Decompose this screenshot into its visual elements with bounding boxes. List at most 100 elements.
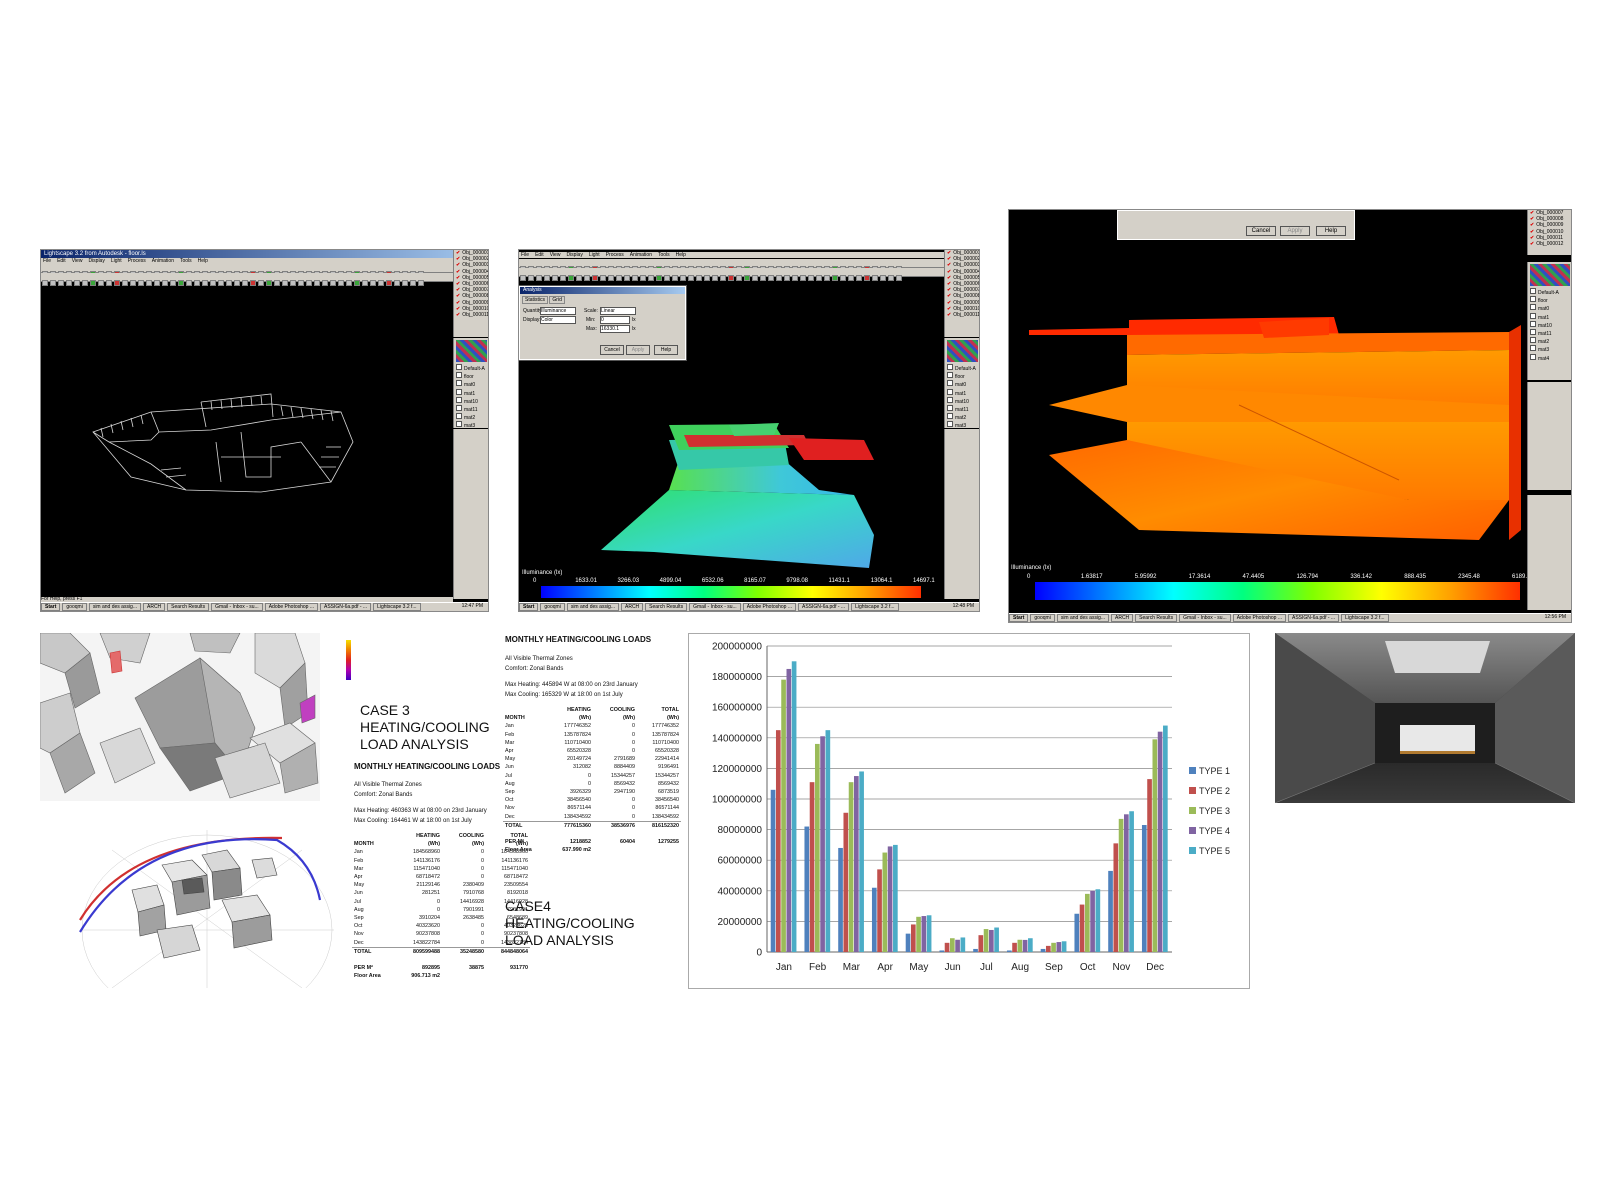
toolbar-button[interactable] xyxy=(736,275,742,281)
toolbar-button[interactable] xyxy=(888,275,894,281)
check-icon[interactable]: ✔ xyxy=(947,287,952,294)
toolbar-button[interactable] xyxy=(520,275,526,281)
toolbar-button[interactable] xyxy=(50,280,56,286)
toolbar-button[interactable] xyxy=(656,275,662,281)
toolbar-button[interactable] xyxy=(592,275,598,281)
taskbar-item[interactable]: ARCH xyxy=(143,603,166,611)
toolbar-button[interactable] xyxy=(66,280,72,286)
toolbar-button[interactable] xyxy=(800,275,806,281)
toolbar-button[interactable] xyxy=(218,280,224,286)
taskbar-item[interactable]: Lightscape 3.2 f... xyxy=(851,603,899,611)
toolbar-button[interactable] xyxy=(896,275,902,281)
toolbar-button[interactable] xyxy=(568,275,574,281)
taskbar[interactable]: Start gooqmi sim and des assig... ARCH Searc… xyxy=(519,602,979,611)
checkbox[interactable] xyxy=(1530,337,1536,344)
toolbar-button[interactable] xyxy=(186,280,192,286)
toolbar-button[interactable] xyxy=(712,275,718,281)
toolbar-button[interactable] xyxy=(354,280,360,286)
check-icon[interactable]: ✔ xyxy=(1530,222,1535,229)
list-item[interactable]: Default-A xyxy=(1528,288,1571,296)
toolbar-button[interactable] xyxy=(410,280,416,286)
toolbar-button[interactable] xyxy=(680,275,686,281)
toolbar-button[interactable] xyxy=(74,280,80,286)
check-icon[interactable]: ✔ xyxy=(456,281,461,288)
toolbar-button[interactable] xyxy=(258,280,264,286)
check-icon[interactable]: ✔ xyxy=(947,274,952,281)
list-item[interactable]: mat2 xyxy=(945,413,979,421)
checkbox[interactable] xyxy=(947,364,953,370)
list-item[interactable]: ✔ Obj_000010 xyxy=(1528,228,1571,235)
taskbar-item[interactable]: Gmail - Inbox - su... xyxy=(211,603,263,611)
list-item[interactable]: ✔ Obj_000005 xyxy=(945,274,979,281)
checkbox[interactable] xyxy=(456,396,462,403)
list-item[interactable]: ✔ Obj_000003 xyxy=(454,262,488,269)
toolbar-button[interactable] xyxy=(42,280,48,286)
taskbar-item[interactable]: Adobe Photoshop ... xyxy=(264,603,319,611)
menu-item[interactable]: Edit xyxy=(57,258,66,264)
check-icon[interactable]: ✔ xyxy=(947,281,952,288)
cancel-button[interactable]: Cancel xyxy=(600,345,624,355)
toolbar-button[interactable] xyxy=(864,275,870,281)
list-item[interactable]: ✔ Obj_000002 xyxy=(454,256,488,262)
toolbar-button[interactable] xyxy=(720,275,726,281)
menu-item[interactable]: View xyxy=(549,252,561,258)
object-panel[interactable]: ✔ Obj_000001 ✔ Obj_000002 ✔ Obj_000003 ✔ Obj_00… xyxy=(944,250,979,337)
list-item[interactable]: Default-A xyxy=(454,364,488,372)
scale-select[interactable]: Linear xyxy=(600,307,636,315)
list-item[interactable]: ✔ Obj_000004 xyxy=(454,269,488,275)
toolbar-button[interactable] xyxy=(274,280,280,286)
toolbar-button[interactable] xyxy=(816,275,822,281)
toolbar-button[interactable] xyxy=(178,280,184,286)
menu-item[interactable]: Process xyxy=(127,258,146,264)
cancel-button[interactable]: Cancel xyxy=(1246,226,1276,236)
check-icon[interactable]: ✔ xyxy=(947,299,952,306)
toolbar-button[interactable] xyxy=(704,275,710,281)
taskbar-item[interactable]: ASSIGN-6a.pdf - ... xyxy=(798,603,850,611)
toolbar-secondary[interactable] xyxy=(41,273,488,286)
taskbar-item[interactable]: ASSIGN-6a.pdf - ... xyxy=(1288,614,1340,622)
list-item[interactable]: ✔ Obj_000006 xyxy=(454,281,488,288)
taskbar-item[interactable]: sim and des assig... xyxy=(566,603,619,611)
list-item[interactable]: ✔ Obj_000009 xyxy=(1528,222,1571,229)
toolbar-button[interactable] xyxy=(138,280,144,286)
checkbox[interactable] xyxy=(456,421,462,428)
quantity-select[interactable]: Illuminance xyxy=(540,307,576,315)
min-input[interactable]: 0 xyxy=(600,316,630,324)
toolbar-button[interactable] xyxy=(226,280,232,286)
list-item[interactable]: mat3 xyxy=(1528,345,1571,353)
material-panel[interactable]: Default-A floor mat0 mat1 mat10 mat11 mat2 mat3… xyxy=(1527,262,1571,380)
list-item[interactable]: ✔ Obj_000010 xyxy=(945,306,979,312)
apply-button[interactable]: Apply xyxy=(1280,226,1310,236)
list-item[interactable]: mat0 xyxy=(1528,304,1571,312)
toolbar-button[interactable] xyxy=(608,275,614,281)
check-icon[interactable]: ✔ xyxy=(947,262,952,269)
list-item[interactable]: mat0 xyxy=(454,380,488,388)
checkbox[interactable] xyxy=(947,405,953,412)
toolbar-button[interactable] xyxy=(290,280,296,286)
check-icon[interactable]: ✔ xyxy=(456,262,461,269)
list-item[interactable]: ✔ Obj_000004 xyxy=(945,269,979,275)
list-item[interactable]: ✔ Obj_000011 xyxy=(945,312,979,318)
menu-item[interactable]: Animation xyxy=(629,252,652,258)
toolbar-button[interactable] xyxy=(378,280,384,286)
list-item[interactable]: ✔ Obj_000009 xyxy=(945,299,979,306)
taskbar-item[interactable]: ASSIGN-6a.pdf - ... xyxy=(320,603,372,611)
toolbar-button[interactable] xyxy=(210,280,216,286)
help-button[interactable]: Help xyxy=(1316,226,1346,236)
checkbox[interactable] xyxy=(1530,320,1536,327)
check-icon[interactable]: ✔ xyxy=(1530,228,1535,235)
list-item[interactable]: mat2 xyxy=(454,413,488,421)
toolbar-button[interactable] xyxy=(242,280,248,286)
start-button[interactable]: Start xyxy=(1009,614,1029,622)
checkbox[interactable] xyxy=(456,388,462,395)
menu-item[interactable]: Tools xyxy=(657,252,670,258)
toolbar-button[interactable] xyxy=(362,280,368,286)
check-icon[interactable]: ✔ xyxy=(1530,210,1535,216)
list-item[interactable]: mat1 xyxy=(1528,312,1571,321)
checkbox[interactable] xyxy=(456,380,462,387)
toolbar-button[interactable] xyxy=(776,275,782,281)
check-icon[interactable]: ✔ xyxy=(456,305,461,312)
checkbox[interactable] xyxy=(1530,296,1536,303)
toolbar-button[interactable] xyxy=(872,275,878,281)
menu-bar[interactable]: File Edit View Display Light Process Animation… xyxy=(519,252,979,258)
